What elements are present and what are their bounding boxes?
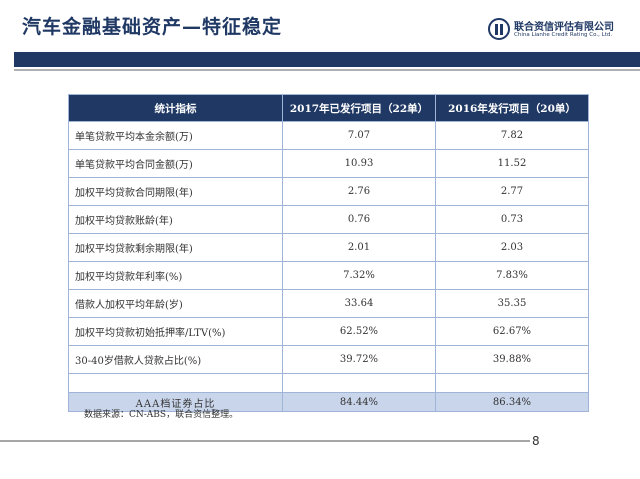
empty-cell [435, 373, 589, 393]
header-2016: 2016年发行项目（20单） [435, 94, 589, 122]
row-label: 单笔贷款平均合同金额(万) [68, 149, 283, 178]
value-2016: 2.03 [435, 233, 589, 262]
logo-name-en: China Lianhe Credit Rating Co., Ltd. [514, 32, 613, 38]
table-row: 加权平均贷款账龄(年) 0.76 0.73 [68, 205, 589, 234]
source-note: 数据来源：CN-ABS，联合资信整理。 [84, 410, 239, 420]
value-2017: 0.76 [282, 205, 436, 234]
total-2017: 84.44% [282, 392, 436, 412]
header-indicator: 统计指标 [68, 94, 283, 122]
header-divider [14, 69, 640, 71]
slide-title: 汽车金融基础资产—特征稳定 [22, 16, 283, 38]
value-2017: 10.93 [282, 149, 436, 178]
row-label: 30-40岁借款人贷款占比(%) [68, 345, 283, 374]
value-2016: 39.88% [435, 345, 589, 374]
statistics-table: 统计指标 2017年已发行项目（22单） 2016年发行项目（20单） 单笔贷款… [68, 94, 589, 412]
value-2017: 7.07 [282, 121, 436, 150]
value-2016: 7.82 [435, 121, 589, 150]
footer-divider [0, 440, 530, 442]
empty-cell [282, 373, 436, 393]
table-row: 借款人加权平均年龄(岁) 33.64 35.35 [68, 289, 589, 318]
table-total-row: AAA档证券占比 84.44% 86.34% [68, 392, 589, 412]
value-2017: 33.64 [282, 289, 436, 318]
table-row: 单笔贷款平均本金余额(万) 7.07 7.82 [68, 121, 589, 150]
row-label: 加权平均贷款合同期限(年) [68, 177, 283, 206]
lianhe-logo-icon [488, 18, 510, 40]
table-row: 加权平均贷款合同期限(年) 2.76 2.77 [68, 177, 589, 206]
row-label: 单笔贷款平均本金余额(万) [68, 121, 283, 150]
logo-name-cn: 联合资信评估有限公司 [514, 22, 614, 33]
value-2016: 2.77 [435, 177, 589, 206]
value-2016: 62.67% [435, 317, 589, 346]
company-logo: 联合资信评估有限公司 China Lianhe Credit Rating Co… [488, 16, 628, 46]
table-spacer-row [68, 373, 589, 393]
value-2017: 39.72% [282, 345, 436, 374]
total-label: AAA档证券占比 [68, 392, 283, 412]
total-2016: 86.34% [435, 392, 589, 412]
row-label: 加权平均贷款账龄(年) [68, 205, 283, 234]
value-2016: 0.73 [435, 205, 589, 234]
table-row: 加权平均贷款剩余期限(年) 2.01 2.03 [68, 233, 589, 262]
page-number: 8 [532, 434, 540, 448]
value-2017: 7.32% [282, 261, 436, 290]
header-2017: 2017年已发行项目（22单） [282, 94, 436, 122]
value-2017: 2.01 [282, 233, 436, 262]
empty-cell [68, 373, 283, 393]
table-row: 加权平均贷款年利率(%) 7.32% 7.83% [68, 261, 589, 290]
row-label: 加权平均贷款年利率(%) [68, 261, 283, 290]
row-label: 加权平均贷款剩余期限(年) [68, 233, 283, 262]
value-2017: 62.52% [282, 317, 436, 346]
row-label: 借款人加权平均年龄(岁) [68, 289, 283, 318]
row-label: 加权平均贷款初始抵押率/LTV(%) [68, 317, 283, 346]
value-2016: 35.35 [435, 289, 589, 318]
value-2017: 2.76 [282, 177, 436, 206]
table-row: 单笔贷款平均合同金额(万) 10.93 11.52 [68, 149, 589, 178]
header-bar [14, 52, 640, 67]
table-row: 30-40岁借款人贷款占比(%) 39.72% 39.88% [68, 345, 589, 374]
table-header-row: 统计指标 2017年已发行项目（22单） 2016年发行项目（20单） [68, 94, 589, 122]
value-2016: 11.52 [435, 149, 589, 178]
value-2016: 7.83% [435, 261, 589, 290]
table-row: 加权平均贷款初始抵押率/LTV(%) 62.52% 62.67% [68, 317, 589, 346]
